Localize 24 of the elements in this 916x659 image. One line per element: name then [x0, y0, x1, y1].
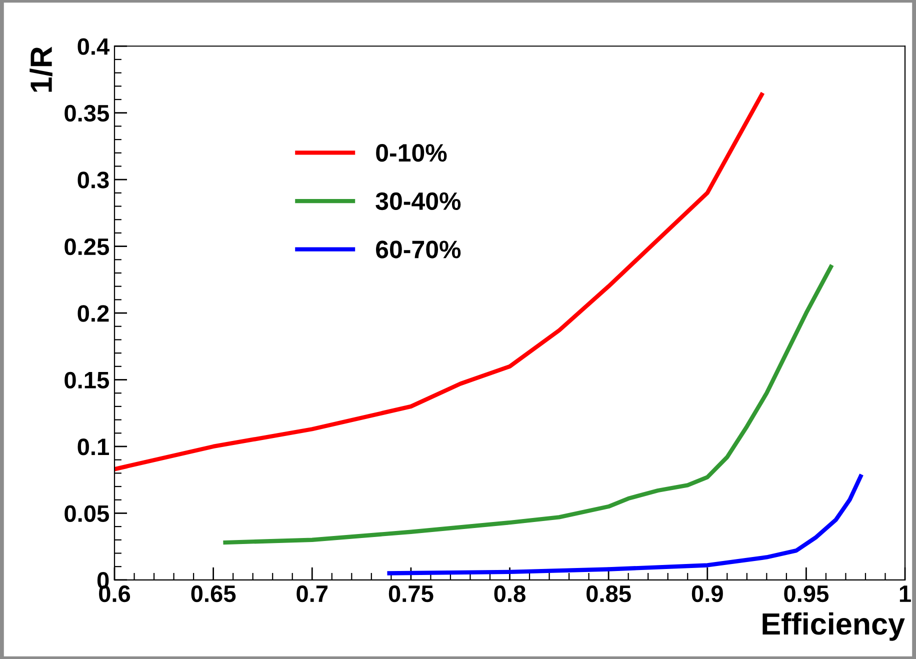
y-tick-label: 0.25 — [64, 238, 109, 256]
x-tick-label: 1 — [900, 586, 911, 602]
y-tick-label: 0.4 — [78, 38, 110, 55]
y-tick-label: 0.05 — [64, 505, 109, 522]
x-tick-label: 0.85 — [586, 585, 631, 602]
x-axis-title: Efficiency — [762, 612, 905, 641]
y-tick-label: 0.1 — [78, 438, 109, 456]
x-tick-label: 0.75 — [388, 585, 434, 602]
x-tick-label: 0.8 — [494, 585, 526, 602]
y-tick-label: 0.3 — [78, 172, 109, 188]
x-tick-label: 0.95 — [784, 585, 829, 602]
line-series — [221, 262, 834, 545]
legend-label: 30-40% — [376, 192, 461, 210]
line-series — [114, 90, 765, 472]
x-tick-label: 0.9 — [692, 585, 723, 602]
y-tick-label: 0.35 — [64, 104, 109, 122]
x-tick-label: 0.65 — [191, 585, 236, 602]
legend-label: 0-10% — [376, 144, 447, 162]
y-tick-label: 0.15 — [64, 372, 109, 389]
x-tick-label: 0.7 — [296, 585, 328, 602]
legend-label: 60-70% — [376, 240, 461, 258]
line-series — [385, 472, 864, 576]
y-axis-title: 1/R — [30, 46, 52, 92]
y-tick-label: 0.2 — [78, 305, 109, 322]
